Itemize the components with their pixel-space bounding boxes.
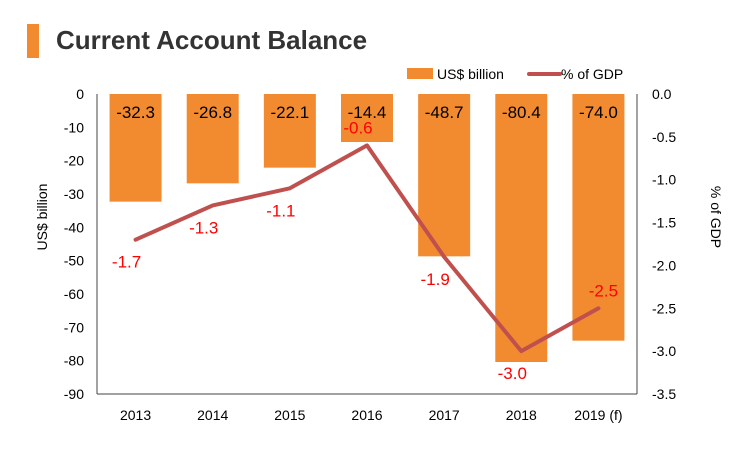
- line-point: [366, 144, 368, 147]
- legend-bar-label: US$ billion: [437, 66, 504, 82]
- legend-bar-swatch: [407, 68, 433, 79]
- y2-axis-title: % of GDP: [708, 186, 724, 248]
- x-axis: 2013 2014 2015 2016 2017 2018 2019 (f): [120, 407, 623, 423]
- bar: [186, 94, 239, 184]
- line-point: [520, 350, 523, 353]
- y2-tick-label: 0.0: [652, 86, 672, 102]
- y-tick-label: -70: [64, 319, 84, 335]
- x-tick-label: 2013: [120, 407, 151, 423]
- y2-tick-label: -0.5: [652, 129, 676, 145]
- x-tick-label: 2017: [429, 407, 460, 423]
- gdp-value-label: -1.1: [266, 201, 295, 220]
- line-point: [288, 187, 291, 190]
- gdp-value-label: -1.9: [420, 270, 449, 289]
- y2-tick-label: -2.0: [652, 257, 676, 273]
- chart-title: Current Account Balance: [56, 25, 368, 55]
- bar-value-label: -74.0: [579, 103, 618, 122]
- bar-value-label: -80.4: [502, 103, 541, 122]
- y2-tick-label: -1.5: [652, 215, 676, 231]
- y2-tick-label: -3.5: [652, 386, 676, 402]
- x-tick-label: 2019 (f): [574, 407, 622, 423]
- line-point: [597, 307, 600, 310]
- gdp-value-label: -0.6: [343, 118, 372, 137]
- bar: [109, 94, 162, 202]
- x-tick-label: 2018: [506, 407, 537, 423]
- y2-tick-label: -1.0: [652, 172, 676, 188]
- x-tick-label: 2014: [197, 407, 228, 423]
- line-point: [134, 238, 137, 241]
- y-tick-label: -80: [64, 353, 84, 369]
- bar: [341, 94, 393, 142]
- x-tick-label: 2016: [351, 407, 382, 423]
- bar: [495, 94, 548, 362]
- y-tick-label: -10: [64, 119, 84, 135]
- line-point: [443, 255, 446, 258]
- y-axis: 0 -10 -20 -30 -40 -50 -60 -70 -80 -90: [64, 86, 84, 402]
- bar-value-label: -22.1: [270, 103, 309, 122]
- axes: [96, 94, 638, 395]
- y-axis-title: US$ billion: [34, 184, 50, 251]
- gdp-value-label: -1.3: [189, 218, 218, 237]
- x-tick-label: 2015: [274, 407, 305, 423]
- bar-series: -32.3 -26.8 -22.1 -14.4 -48.7 -80.4 -74.0: [109, 94, 625, 362]
- y2-tick-label: -3.0: [652, 343, 676, 359]
- line-series: -1.7 -1.3 -1.1 -0.6 -1.9 -3.0 -2.5: [112, 118, 618, 383]
- legend-line-label: % of GDP: [561, 66, 623, 82]
- bar-value-label: -14.4: [348, 103, 387, 122]
- y-tick-label: -20: [64, 153, 84, 169]
- bar-value-label: -48.7: [425, 103, 464, 122]
- line-point: [211, 204, 214, 207]
- y-tick-label: -60: [64, 286, 84, 302]
- y-tick-label: 0: [76, 86, 84, 102]
- y-tick-label: -90: [64, 386, 84, 402]
- bar-value-label: -26.8: [193, 103, 232, 122]
- bar: [572, 94, 625, 341]
- title-accent-bar: [27, 24, 39, 58]
- bar: [263, 94, 316, 168]
- y2-tick-label: -2.5: [652, 300, 676, 316]
- y-tick-label: -50: [64, 253, 84, 269]
- y-tick-label: -40: [64, 219, 84, 235]
- legend: US$ billion % of GDP: [407, 66, 623, 82]
- gdp-value-label: -3.0: [498, 364, 527, 383]
- gdp-value-label: -1.7: [112, 253, 141, 272]
- y2-axis: 0.0 -0.5 -1.0 -1.5 -2.0 -2.5 -3.0 -3.5: [652, 86, 676, 402]
- bar-value-label: -32.3: [116, 103, 155, 122]
- y-tick-label: -30: [64, 186, 84, 202]
- gdp-value-label: -2.5: [589, 281, 618, 300]
